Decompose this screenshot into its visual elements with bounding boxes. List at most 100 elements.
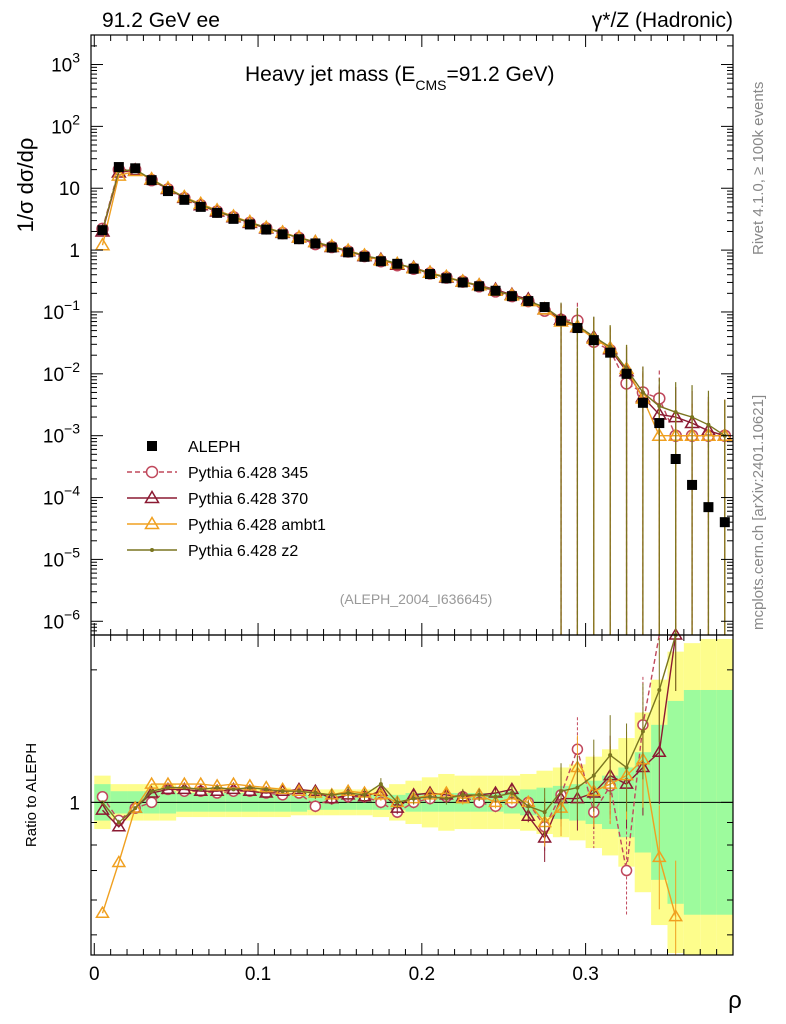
aleph-data-point	[392, 258, 403, 269]
aleph-data-point	[474, 281, 485, 292]
ratio-point	[309, 800, 322, 812]
ratio-point	[313, 791, 318, 796]
aleph-data-point	[97, 225, 108, 236]
aleph-data-point	[326, 242, 337, 253]
y-tick-label-base: 10	[51, 56, 72, 77]
analysis-id-watermark: (ALEPH_2004_I636645)	[340, 591, 493, 607]
y-tick-label-base: 10	[43, 427, 64, 448]
aleph-data-point	[588, 335, 599, 346]
y-tick-label: 10−6	[43, 606, 80, 633]
ratio-point	[378, 782, 383, 787]
ratio-point	[95, 802, 110, 815]
ratio-point	[198, 787, 203, 792]
ratio-point	[324, 791, 340, 804]
ratio-point	[95, 905, 110, 918]
series-point	[657, 404, 662, 409]
aleph-data-point	[277, 229, 288, 240]
ratio-point	[291, 783, 307, 796]
ratio-point	[209, 778, 225, 791]
series-point	[640, 390, 645, 395]
y-axis-title: 1/σ dσ/dρ	[13, 138, 38, 233]
x-tick-label: 0.1	[245, 964, 271, 985]
series-point	[706, 422, 711, 427]
aleph-data-point	[244, 219, 255, 230]
ratio-point	[620, 864, 633, 877]
ratio-point	[591, 773, 596, 778]
y-tick-label-exponent: 3	[72, 50, 80, 66]
aleph-data-point	[490, 285, 501, 296]
axis-ticks	[91, 34, 733, 955]
y-tick-label-exponent: −6	[64, 606, 80, 622]
y-tick-label-base: 10	[43, 303, 64, 324]
y-tick-label: 102	[51, 111, 80, 138]
ratio-point	[133, 806, 138, 811]
ratio-point	[149, 789, 154, 794]
ratio-point	[346, 791, 351, 796]
y-tick-label: 1	[69, 241, 80, 262]
aleph-data-point	[719, 517, 730, 528]
aleph-data-point	[670, 453, 681, 464]
ratio-point	[411, 796, 416, 801]
aleph-data-point	[425, 269, 436, 280]
series-point	[673, 410, 678, 415]
ratio-point	[242, 778, 258, 791]
aleph-data-point	[310, 238, 321, 249]
ratio-point	[127, 800, 143, 813]
aleph-data-point	[703, 502, 714, 513]
aleph-data-point	[457, 277, 468, 288]
ratio-point	[455, 791, 471, 804]
aleph-data-point	[343, 247, 354, 258]
ratio-line-pythia-6-428-z2	[101, 634, 677, 824]
y-tick-label-exponent: −5	[64, 544, 80, 560]
ratio-point	[264, 787, 269, 792]
ratio-point	[258, 780, 274, 793]
ratio-point	[111, 819, 127, 832]
ratio-plot-frame	[90, 634, 734, 956]
series-point	[690, 415, 695, 420]
legend-marker	[147, 441, 157, 451]
aleph-data-point	[293, 234, 304, 245]
aleph-data-point	[195, 201, 206, 212]
ratio-point	[296, 789, 301, 794]
aleph-data-point	[605, 347, 616, 358]
plot-title-rest: =91.2 GeV)	[447, 63, 555, 86]
aleph-data-point	[621, 368, 632, 379]
ratio-point	[444, 796, 449, 801]
y-tick-label-exponent: −2	[64, 359, 80, 375]
ratio-point	[542, 810, 547, 815]
aleph-data-point	[654, 418, 665, 429]
ratio-point	[509, 791, 514, 796]
y-tick-label-exponent: −1	[64, 297, 80, 313]
legend-label: Pythia 6.428 370	[188, 491, 308, 508]
y-tick-label-base: 1	[69, 241, 80, 262]
ratio-point	[373, 787, 389, 800]
ratio-point	[144, 785, 159, 798]
aleph-data-point	[539, 302, 550, 313]
mcplots-source-label: mcplots.cern.ch [arXiv:2401.10621]	[750, 395, 767, 630]
aleph-data-point	[162, 186, 173, 197]
y-tick-label-base: 10	[43, 612, 64, 633]
aleph-data-point	[441, 273, 452, 284]
y-tick-label-exponent: −3	[64, 421, 80, 437]
aleph-data-point	[179, 194, 190, 205]
y-tick-label-base: 10	[51, 117, 72, 138]
legend-label: ALEPH	[188, 439, 240, 456]
y-tick-label: 10	[59, 179, 80, 200]
y-tick-label-base: 10	[43, 550, 64, 571]
y-tick-label: 10−2	[43, 359, 80, 386]
ratio-point	[504, 791, 520, 804]
ratio-point	[96, 790, 109, 803]
ratio-point	[559, 789, 564, 794]
ratio-point	[144, 776, 159, 789]
x-tick-label: 0.3	[572, 964, 598, 985]
ratio-point	[362, 792, 367, 797]
aleph-data-layer	[97, 162, 730, 528]
aleph-data-point	[408, 263, 419, 274]
aleph-data-point	[687, 479, 698, 490]
y-tick-label-exponent: −4	[64, 483, 80, 499]
series-point	[111, 167, 127, 181]
ratio-point	[116, 820, 121, 825]
ratio-point	[624, 765, 629, 770]
ratio-point	[520, 808, 536, 821]
